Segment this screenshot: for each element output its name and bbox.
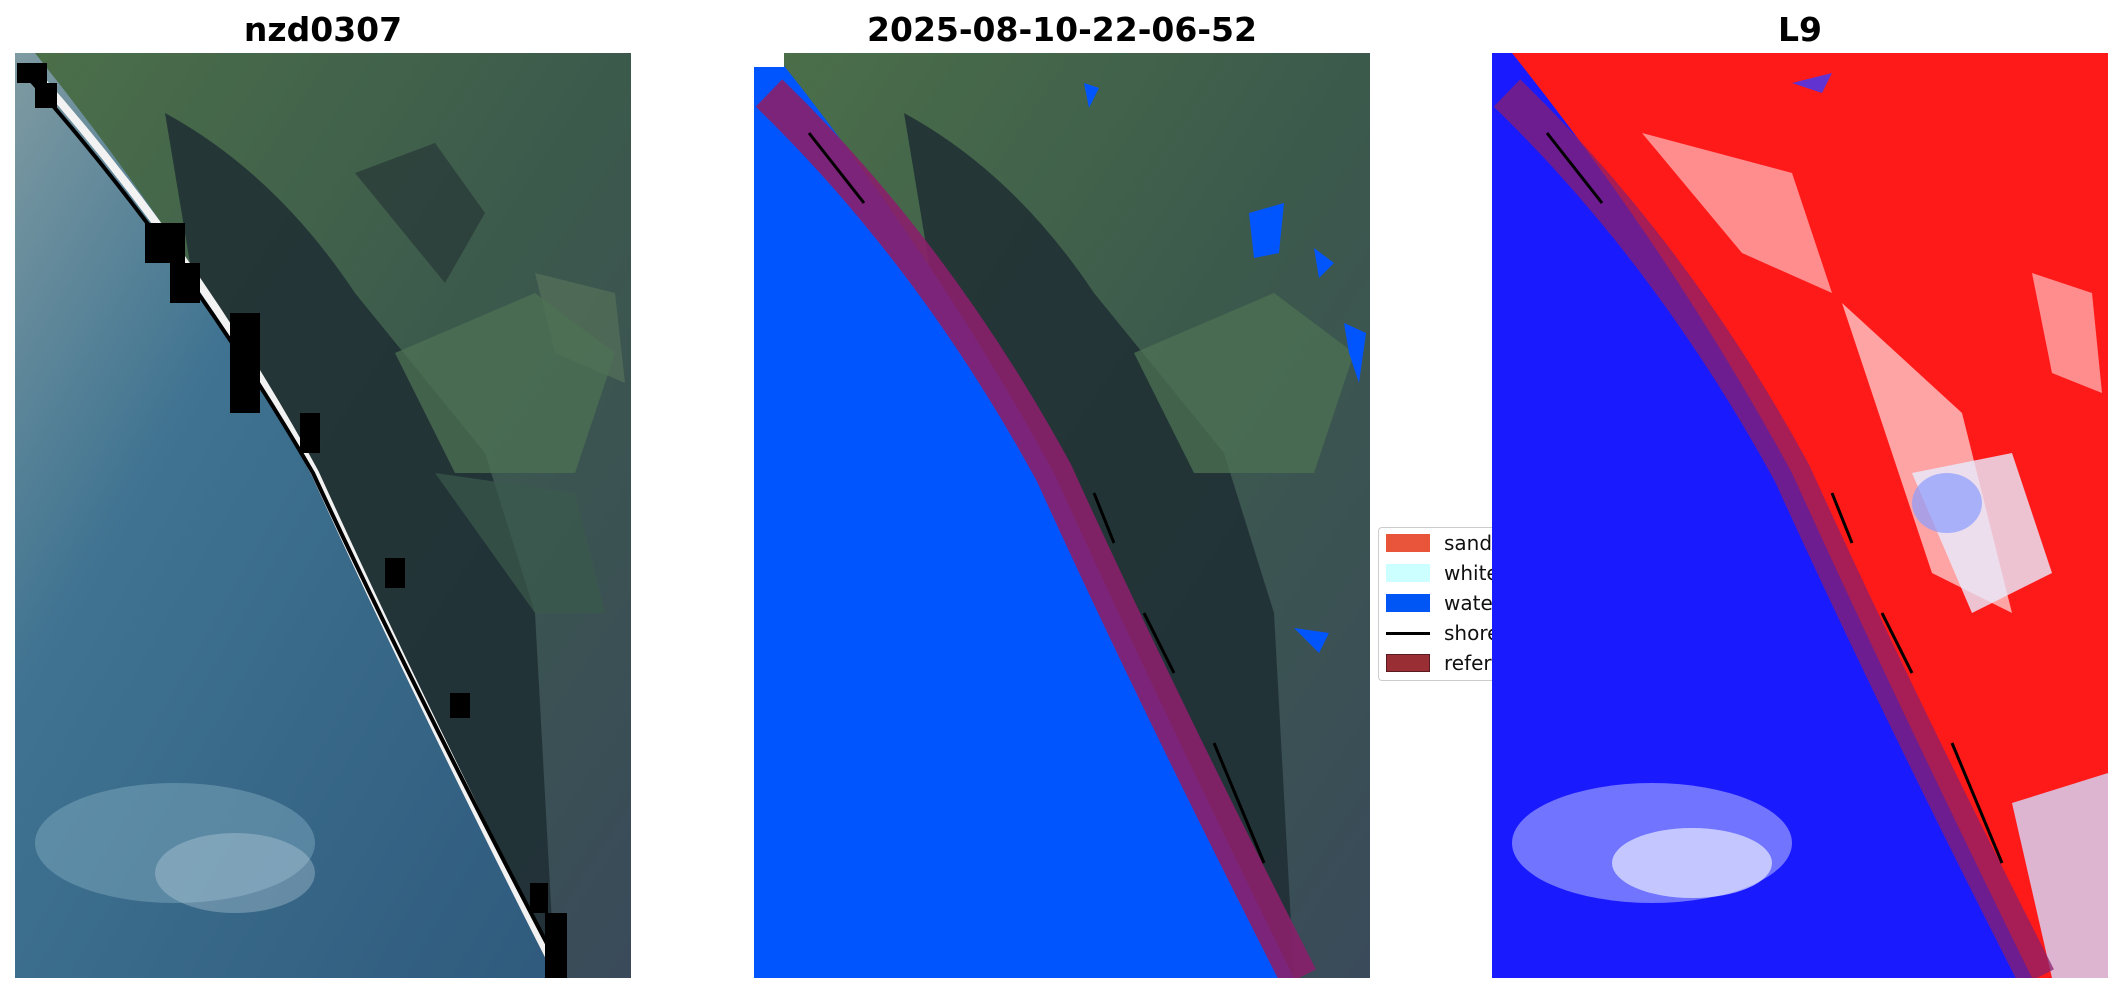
legend-item-water: water <box>1386 590 1498 616</box>
legend-item-shoreline: shoreline <box>1386 620 1498 646</box>
legend-label-water: water <box>1444 591 1498 615</box>
legend-swatch-water <box>1386 594 1430 612</box>
legend-swatch-reference <box>1386 654 1430 672</box>
rgb-satellite-svg <box>15 53 631 978</box>
shoreline-trace <box>18 66 567 978</box>
forest-region <box>165 113 555 978</box>
legend-item-sand: sand <box>1386 530 1492 556</box>
water-index-svg <box>1492 53 2108 978</box>
water-index-sea <box>1492 53 2032 978</box>
legend-label-sand: sand <box>1444 531 1493 555</box>
reference-buffer <box>755 79 1316 978</box>
legend-label-shoreline: shoreline <box>1444 621 1498 645</box>
legend-line-shoreline <box>1386 631 1430 635</box>
legend-swatch-sand <box>1386 534 1430 552</box>
sea-region <box>15 53 555 978</box>
panel-title-3: L9 <box>1778 10 1822 49</box>
panel-title-2: 2025-08-10-22-06-52 <box>867 10 1257 49</box>
panel-title-1: nzd0307 <box>243 10 403 49</box>
pasture-region <box>395 293 615 473</box>
legend-item-reference: reference shoreline buffer <box>1386 650 1498 676</box>
legend-label-reference: reference shoreline buffer <box>1444 651 1498 675</box>
classification-svg <box>754 53 1370 978</box>
legend-swatch-whitewater <box>1386 564 1430 582</box>
classification-image <box>754 53 1370 978</box>
water-class-region <box>754 53 1294 978</box>
water-index-image <box>1492 53 2108 978</box>
rgb-satellite-image <box>15 53 631 978</box>
